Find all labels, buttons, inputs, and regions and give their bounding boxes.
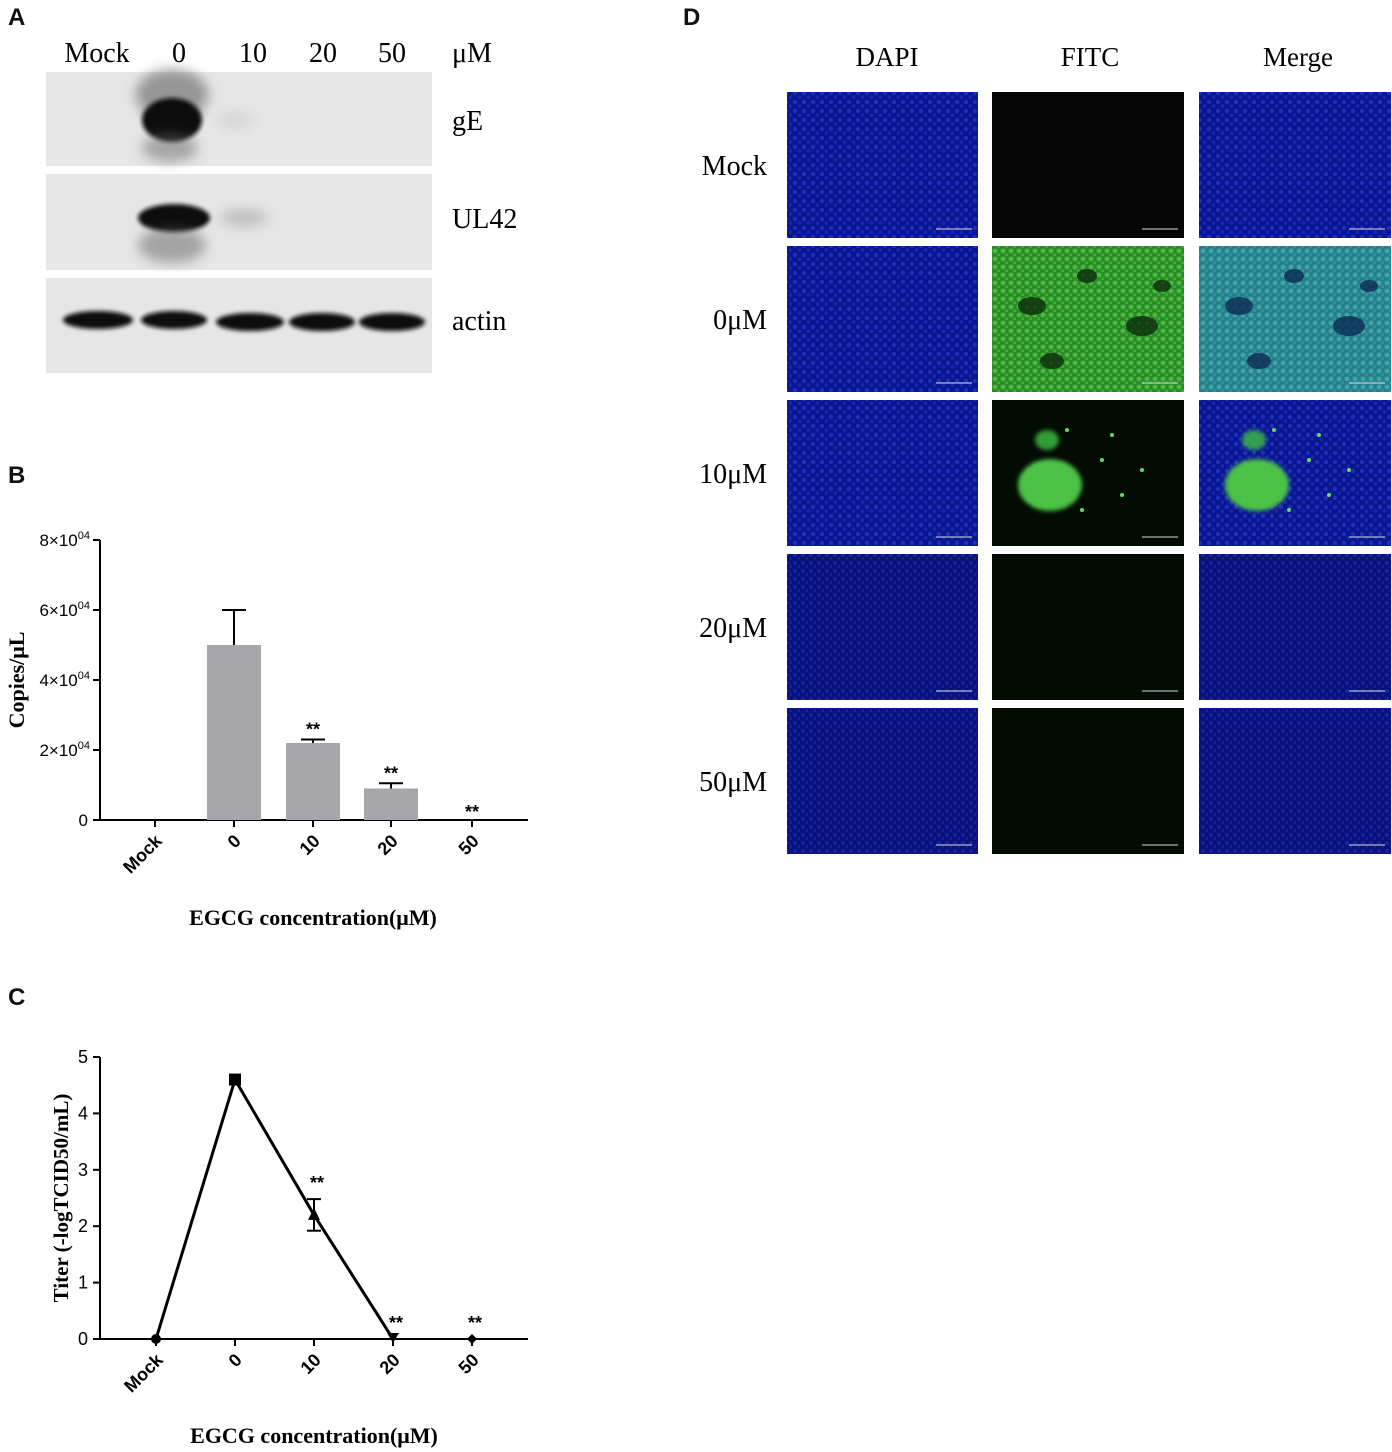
fluorescence-grid: DAPI FITC Merge Mock 0μM 10μM 20μM 50μM xyxy=(699,42,1391,854)
panel-label-c: C xyxy=(8,984,26,1011)
band-label-0: gE xyxy=(452,106,483,137)
row-label-0: Mock xyxy=(702,151,767,182)
marker-20 xyxy=(387,1333,399,1343)
row-label-1: 0μM xyxy=(713,305,767,336)
titer-series-line xyxy=(154,1075,395,1340)
channel-label-dapi: DAPI xyxy=(855,42,918,72)
titer-line-chart: 0 1 2 3 4 5 Mock 0 ** 10 ** 20 ** 50 EGCG concentratio… xyxy=(49,1047,528,1448)
micrograph-20μM-FITC xyxy=(992,554,1184,700)
panel-label-d: D xyxy=(683,4,701,31)
micrograph-20μM-Merge xyxy=(1199,554,1391,700)
lane-label-4: 50 xyxy=(378,38,406,69)
panel-label-a: A xyxy=(8,4,26,31)
micrograph-50μM-FITC xyxy=(992,708,1184,854)
band-label-2: actin xyxy=(452,306,506,337)
micrograph-10μM-Merge xyxy=(1199,400,1391,546)
lane-label-3: 20 xyxy=(309,38,337,69)
ylabel-b: Copies/μL xyxy=(4,632,29,729)
micrograph-0μM-FITC xyxy=(992,246,1184,392)
significance-c-4: ** xyxy=(468,1313,482,1333)
micrograph-10μM-DAPI xyxy=(787,400,978,546)
ytick-label-c-4: 4 xyxy=(78,1103,88,1123)
micrograph-50μM-Merge xyxy=(1199,708,1391,854)
ytick-label-c-1: 1 xyxy=(78,1273,88,1293)
lane-label-1: 0 xyxy=(172,38,186,69)
ytick-label-b-4: 8×1004 xyxy=(39,530,90,550)
significance-c-2: ** xyxy=(310,1173,324,1193)
micrograph-Mock-DAPI xyxy=(787,92,978,238)
bar-10 xyxy=(286,743,340,820)
panel-label-b: B xyxy=(8,462,26,489)
xlabel-c: EGCG concentration(μM) xyxy=(190,1423,438,1448)
micrograph-0μM-Merge xyxy=(1199,246,1391,392)
marker-0 xyxy=(229,1073,241,1086)
ytick-label-c-3: 3 xyxy=(78,1160,88,1180)
significance-b-4: ** xyxy=(465,802,479,822)
micrograph-50μM-DAPI xyxy=(787,708,978,854)
ytick-label-b-1: 2×1004 xyxy=(39,740,90,760)
xtick-label-c-4: 50 xyxy=(455,1350,483,1378)
bar-20 xyxy=(364,788,418,820)
significance-b-2: ** xyxy=(306,720,320,740)
lane-label-2: 10 xyxy=(239,38,267,69)
xtick-label-c-3: 20 xyxy=(376,1350,404,1378)
significance-c-3: ** xyxy=(389,1313,403,1333)
micrograph-20μM-DAPI xyxy=(787,554,978,700)
lane-label-0: Mock xyxy=(64,38,129,69)
ytick-label-b-2: 4×1004 xyxy=(39,670,90,690)
xtick-label-c-2: 10 xyxy=(297,1350,325,1378)
bar-0 xyxy=(207,645,261,820)
xlabel-b: EGCG concentration(μM) xyxy=(189,905,437,930)
micrograph-Mock-Merge xyxy=(1199,92,1391,238)
channel-label-fitc: FITC xyxy=(1061,42,1120,72)
micrograph-0μM-DAPI xyxy=(787,246,978,392)
channel-label-merge: Merge xyxy=(1263,42,1333,72)
row-label-2: 10μM xyxy=(699,459,767,490)
marker-10 xyxy=(308,1207,320,1220)
band-label-1: UL42 xyxy=(452,204,517,235)
ylabel-c: Titer (-logTCID50/mL) xyxy=(49,1094,73,1303)
micrograph-10μM-FITC xyxy=(992,400,1184,546)
ytick-label-c-5: 5 xyxy=(78,1047,88,1067)
ytick-label-b-0: 0 xyxy=(79,811,88,830)
lane-unit-label: μM xyxy=(452,38,492,69)
ytick-label-c-0: 0 xyxy=(78,1329,88,1349)
ytick-label-c-2: 2 xyxy=(78,1216,88,1236)
xtick-label-c-0: Mock xyxy=(120,1349,167,1396)
row-label-3: 20μM xyxy=(699,613,767,644)
ytick-label-b-3: 6×1004 xyxy=(39,600,90,620)
marker-Mock xyxy=(151,1334,161,1344)
marker-50 xyxy=(467,1334,477,1344)
western-blot: Mock 0 10 20 50 μM gE UL42 actin xyxy=(46,38,517,373)
row-label-4: 50μM xyxy=(699,767,767,798)
micrograph-Mock-FITC xyxy=(992,92,1184,238)
xtick-label-c-1: 0 xyxy=(225,1350,246,1371)
significance-b-3: ** xyxy=(384,763,398,783)
